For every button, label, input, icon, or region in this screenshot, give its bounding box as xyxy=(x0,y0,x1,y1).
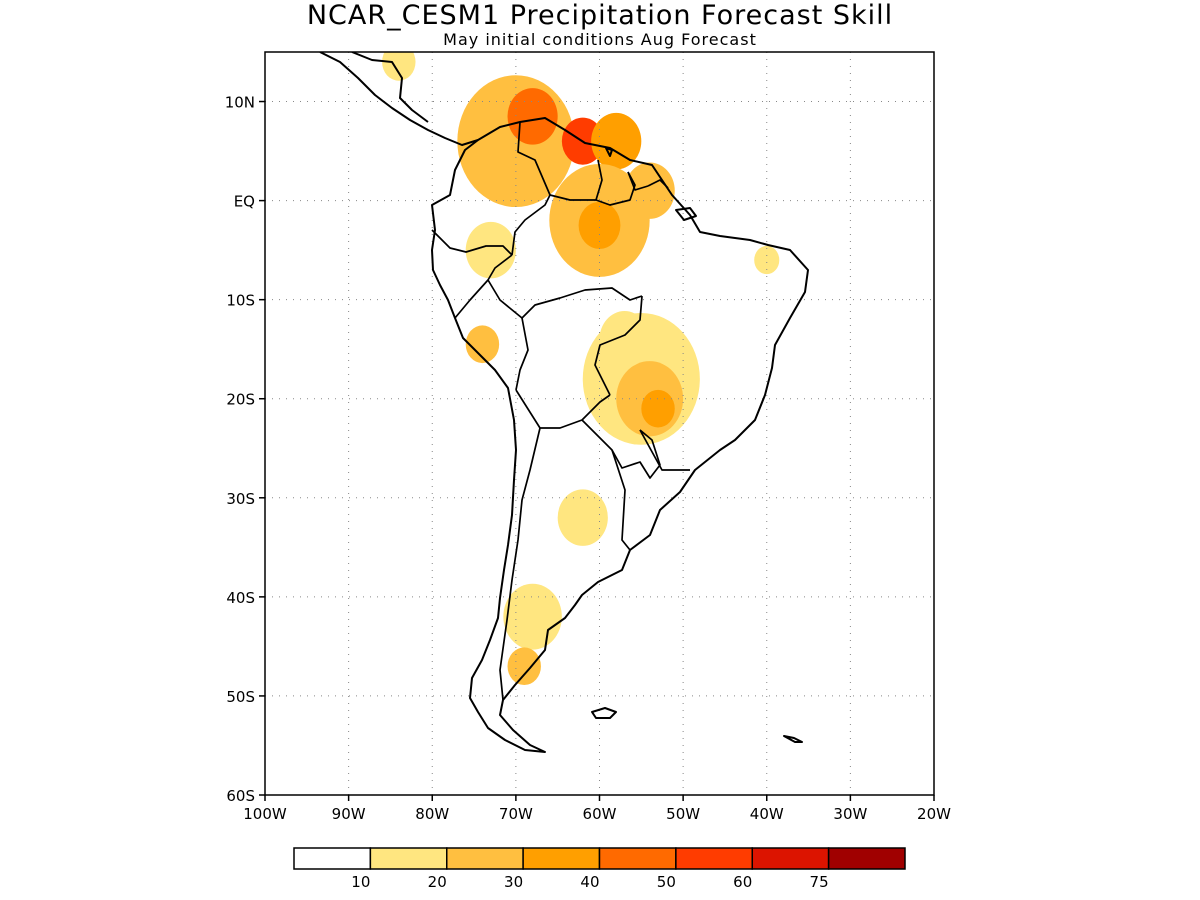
skill-region-9 xyxy=(641,389,675,428)
colorbar-swatch xyxy=(675,847,753,870)
colorbar-swatch xyxy=(446,847,524,870)
colorbar-label: 40 xyxy=(580,873,599,891)
lat-tick-label: 60S xyxy=(226,787,255,805)
lat-tick-label: EQ xyxy=(234,193,255,211)
country-borders xyxy=(431,121,690,701)
map-subtitle: May initial conditions Aug Forecast xyxy=(443,30,757,49)
caribbean-coastline xyxy=(351,52,429,123)
skill-region-14 xyxy=(503,583,562,650)
falkland-islands xyxy=(591,707,617,719)
skill-region-6 xyxy=(624,162,675,219)
skill-region-13 xyxy=(557,489,608,546)
skill-region-10 xyxy=(599,311,650,368)
lat-tick-label: 30S xyxy=(226,490,255,508)
skill-region-3 xyxy=(591,112,642,170)
south-america-coastline xyxy=(431,117,809,753)
south-georgia xyxy=(783,735,803,743)
lat-tick-label: 10N xyxy=(225,94,255,112)
lat-tick-label: 10S xyxy=(226,292,255,310)
colorbar-swatch xyxy=(751,847,830,870)
colorbar-label: 75 xyxy=(810,873,829,891)
colorbar-swatch xyxy=(369,847,448,870)
marajo-island xyxy=(675,207,697,221)
colorbar-label: 30 xyxy=(504,873,523,891)
trinidad xyxy=(605,147,613,157)
map-gridlines xyxy=(265,52,934,795)
lon-tick-label: 20W xyxy=(917,805,951,823)
colorbar-swatch xyxy=(293,847,372,870)
lon-tick-label: 70W xyxy=(499,805,533,823)
colorbar-swatch xyxy=(598,847,677,870)
colorbar: 10 20 30 40 50 60 75 xyxy=(293,847,906,891)
skill-region-16 xyxy=(754,245,780,275)
skill-region-15 xyxy=(507,647,541,686)
lat-tick-label: 20S xyxy=(226,391,255,409)
lon-tick-label: 60W xyxy=(583,805,617,823)
coastlines xyxy=(319,52,809,753)
colorbar-label: 10 xyxy=(351,873,370,891)
lon-tick-label: 90W xyxy=(332,805,366,823)
lon-tick-label: 100W xyxy=(243,805,287,823)
map-title: NCAR_CESM1 Precipitation Forecast Skill xyxy=(306,0,894,31)
skill-region-11 xyxy=(465,221,516,279)
skill-shading xyxy=(382,52,780,686)
colorbar-label: 20 xyxy=(428,873,447,891)
lon-tick-label: 80W xyxy=(415,805,449,823)
skill-region-12 xyxy=(465,325,500,364)
lon-tick-label: 40W xyxy=(750,805,784,823)
lon-tick-label: 50W xyxy=(666,805,700,823)
colorbar-label: 60 xyxy=(733,873,752,891)
central-america-coastline xyxy=(319,52,479,146)
colorbar-swatch xyxy=(827,847,906,870)
colorbar-label: 50 xyxy=(657,873,676,891)
lon-tick-label: 30W xyxy=(833,805,867,823)
skill-region-5 xyxy=(578,201,621,249)
colorbar-swatch xyxy=(522,847,601,870)
skill-region-1 xyxy=(507,88,558,145)
lat-tick-label: 40S xyxy=(226,589,255,607)
skill-region-17 xyxy=(382,52,416,81)
lat-tick-label: 50S xyxy=(226,688,255,706)
